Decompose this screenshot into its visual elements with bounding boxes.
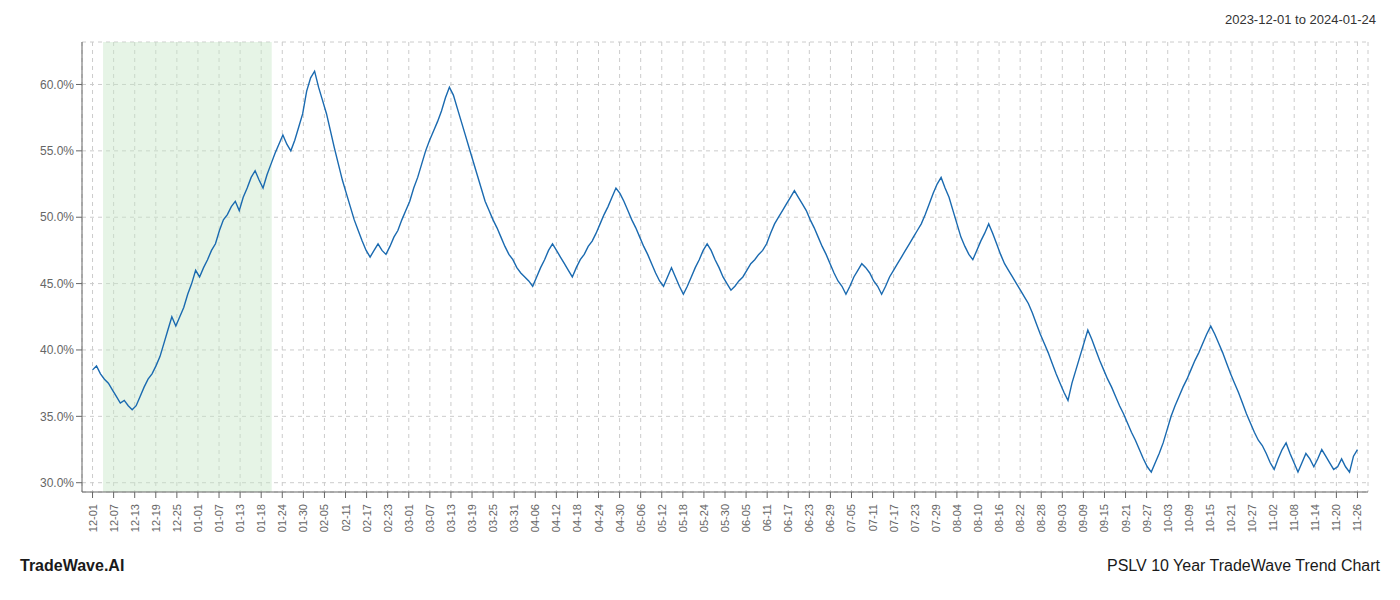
svg-text:09-09: 09-09 [1077,504,1089,532]
svg-text:40.0%: 40.0% [40,343,74,357]
svg-text:02-11: 02-11 [340,504,352,531]
svg-text:10-27: 10-27 [1246,504,1258,532]
svg-text:01-07: 01-07 [213,504,225,532]
svg-text:05-30: 05-30 [719,504,731,532]
svg-text:09-03: 09-03 [1056,504,1068,532]
svg-text:12-01: 12-01 [87,504,99,532]
svg-text:11-02: 11-02 [1267,504,1279,531]
svg-text:03-01: 03-01 [403,504,415,532]
svg-text:05-06: 05-06 [635,504,647,532]
svg-text:35.0%: 35.0% [40,410,74,424]
svg-text:01-18: 01-18 [255,504,267,532]
svg-text:10-21: 10-21 [1225,504,1237,532]
svg-text:07-05: 07-05 [845,504,857,532]
svg-text:11-08: 11-08 [1288,504,1300,531]
svg-text:10-15: 10-15 [1204,504,1216,532]
svg-text:04-24: 04-24 [593,504,605,532]
svg-text:11-20: 11-20 [1330,504,1342,531]
svg-text:02-17: 02-17 [361,504,373,532]
svg-text:12-13: 12-13 [129,504,141,532]
svg-text:04-12: 04-12 [550,504,562,532]
svg-text:06-29: 06-29 [824,504,836,532]
svg-text:12-07: 12-07 [108,504,120,532]
html-text:2023-12-01 to 2024-01-24: 2023-12-01 to 2024-01-24 [1224,12,1376,27]
svg-text:02-23: 02-23 [382,504,394,532]
svg-text:01-13: 01-13 [234,504,246,532]
svg-text:03-13: 03-13 [445,504,457,532]
svg-text:10-03: 10-03 [1162,504,1174,532]
html-text:PSLV 10 Year TradeWave Trend C: PSLV 10 Year TradeWave Trend Chart [1107,557,1380,574]
svg-text:03-07: 03-07 [424,504,436,532]
svg-text:07-11: 07-11 [867,504,879,531]
html-text:TradeWave.AI: TradeWave.AI [20,557,125,574]
svg-text:07-17: 07-17 [888,504,900,532]
svg-text:01-30: 01-30 [297,504,309,532]
svg-text:06-05: 06-05 [740,504,752,532]
svg-text:05-24: 05-24 [698,504,710,532]
svg-text:03-31: 03-31 [508,504,520,532]
svg-text:45.0%: 45.0% [40,277,74,291]
svg-text:08-28: 08-28 [1035,504,1047,532]
svg-text:07-29: 07-29 [930,504,942,532]
svg-text:06-11: 06-11 [761,504,773,531]
svg-text:08-10: 08-10 [972,504,984,532]
svg-text:06-23: 06-23 [803,504,815,532]
svg-text:05-12: 05-12 [656,504,668,532]
svg-text:50.0%: 50.0% [40,210,74,224]
svg-text:01-01: 01-01 [192,504,204,532]
svg-text:03-25: 03-25 [487,504,499,532]
svg-text:04-18: 04-18 [571,504,583,532]
svg-text:09-15: 09-15 [1098,504,1110,532]
svg-text:01-24: 01-24 [276,504,288,532]
svg-text:03-19: 03-19 [466,504,478,532]
svg-text:05-18: 05-18 [677,504,689,532]
svg-text:02-05: 02-05 [318,504,330,532]
svg-text:60.0%: 60.0% [40,78,74,92]
svg-text:55.0%: 55.0% [40,144,74,158]
svg-text:04-06: 04-06 [529,504,541,532]
svg-text:11-26: 11-26 [1351,504,1363,531]
svg-text:06-17: 06-17 [782,504,794,532]
svg-text:12-25: 12-25 [171,504,183,532]
svg-text:04-30: 04-30 [614,504,626,532]
svg-text:10-09: 10-09 [1183,504,1195,532]
svg-text:08-16: 08-16 [993,504,1005,532]
svg-text:09-27: 09-27 [1141,504,1153,532]
svg-text:08-04: 08-04 [951,504,963,532]
svg-text:11-14: 11-14 [1309,504,1321,531]
svg-text:08-22: 08-22 [1014,504,1026,532]
svg-text:12-19: 12-19 [150,504,162,532]
svg-text:07-23: 07-23 [909,504,921,532]
svg-text:09-21: 09-21 [1120,504,1132,532]
svg-text:30.0%: 30.0% [40,476,74,490]
